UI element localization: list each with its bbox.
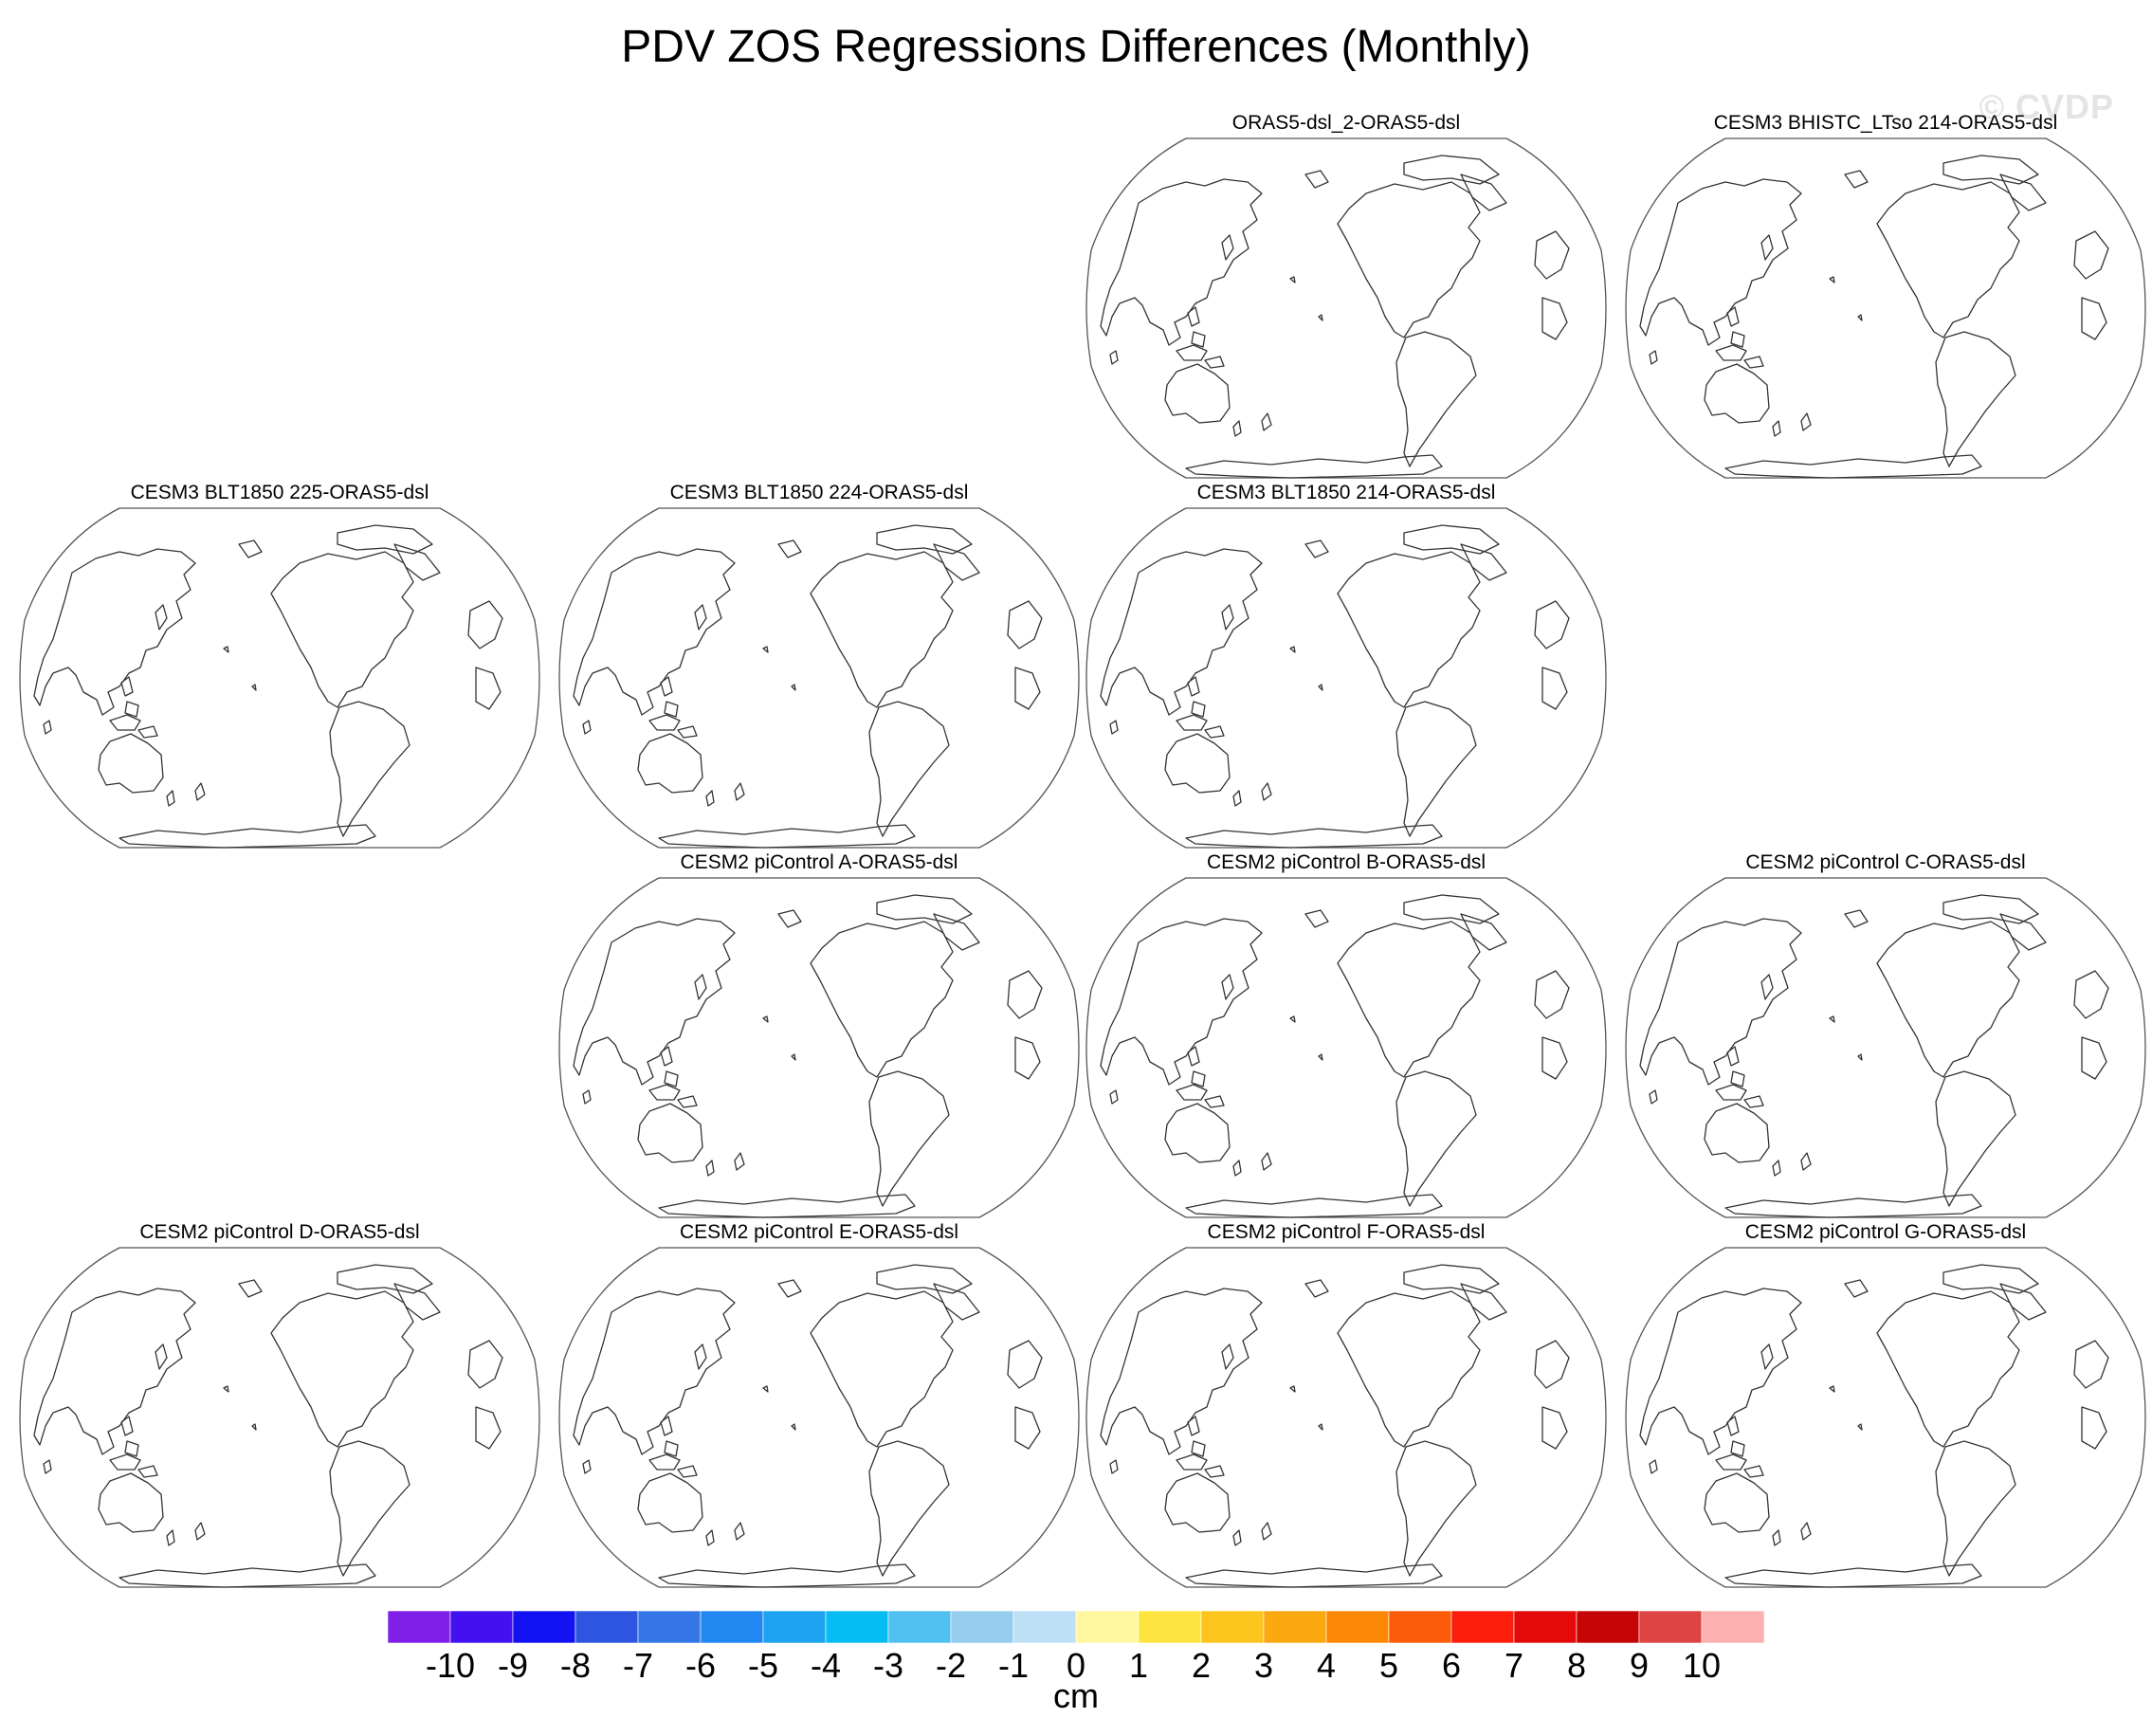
panel-title: CESM3 BLT1850 224-ORAS5-dsl bbox=[669, 482, 969, 503]
robinson-world-map bbox=[558, 1247, 1080, 1588]
colorbar-swatch bbox=[825, 1611, 889, 1643]
map-outline bbox=[1625, 137, 2146, 479]
colorbar-swatch bbox=[1638, 1611, 1703, 1643]
map-outline bbox=[1085, 877, 1607, 1218]
colorbar-tick-label: -1 bbox=[997, 1646, 1030, 1685]
robinson-world-map bbox=[558, 507, 1080, 849]
colorbar-tick-label: -8 bbox=[559, 1646, 592, 1685]
colorbar-tick-label: -5 bbox=[747, 1646, 779, 1685]
map-panel-cesm2-picontrol-f: CESM2 piControl F-ORAS5-dsl bbox=[1080, 1221, 1613, 1591]
map-outline bbox=[1625, 1247, 2146, 1588]
map-panel-cesm3-blt1850-214: CESM3 BLT1850 214-ORAS5-dsl bbox=[1080, 482, 1613, 851]
colorbar-tick-label: -9 bbox=[497, 1646, 529, 1685]
colorbar-tick-label: 0 bbox=[1066, 1646, 1086, 1685]
robinson-world-map bbox=[558, 877, 1080, 1218]
colorbar-swatch bbox=[887, 1611, 952, 1643]
map-outline bbox=[1085, 507, 1607, 849]
panel-title: CESM2 piControl A-ORAS5-dsl bbox=[680, 851, 958, 873]
map-panel-oras5-dsl-2: ORAS5-dsl_2-ORAS5-dsl bbox=[1080, 112, 1613, 482]
map-outline bbox=[19, 1247, 540, 1588]
colorbar-swatch bbox=[1450, 1611, 1515, 1643]
colorbar-units: cm bbox=[1053, 1676, 1099, 1715]
colorbar-tick-label: 8 bbox=[1566, 1646, 1587, 1685]
panel-title: CESM2 piControl F-ORAS5-dsl bbox=[1207, 1221, 1486, 1243]
map-panel-cesm2-picontrol-b: CESM2 piControl B-ORAS5-dsl bbox=[1080, 851, 1613, 1221]
panel-title: CESM3 BLT1850 225-ORAS5-dsl bbox=[130, 482, 429, 503]
colorbar-swatch bbox=[762, 1611, 827, 1643]
map-outline bbox=[558, 507, 1080, 849]
colorbar-tick-label: 4 bbox=[1316, 1646, 1337, 1685]
colorbar-swatch bbox=[1012, 1611, 1077, 1643]
map-outline bbox=[19, 507, 540, 849]
colorbar-swatch bbox=[700, 1611, 764, 1643]
colorbar-swatch bbox=[574, 1611, 639, 1643]
colorbar-tick-label: 10 bbox=[1682, 1646, 1722, 1685]
colorbar-tick-label: 7 bbox=[1504, 1646, 1524, 1685]
map-panel-cesm2-picontrol-g: CESM2 piControl G-ORAS5-dsl bbox=[1619, 1221, 2152, 1591]
panel-title: CESM3 BLT1850 214-ORAS5-dsl bbox=[1196, 482, 1496, 503]
map-outline bbox=[1625, 877, 2146, 1218]
map-panel-cesm3-bhistc-ltso-214: CESM3 BHISTC_LTso 214-ORAS5-dsl bbox=[1619, 112, 2152, 482]
panel-title: CESM2 piControl G-ORAS5-dsl bbox=[1744, 1221, 2027, 1243]
colorbar-swatch bbox=[1325, 1611, 1390, 1643]
robinson-world-map bbox=[19, 1247, 540, 1588]
panel-title: ORAS5-dsl_2-ORAS5-dsl bbox=[1231, 112, 1461, 134]
colorbar bbox=[388, 1611, 1764, 1643]
map-panel-cesm3-blt1850-224: CESM3 BLT1850 224-ORAS5-dsl bbox=[553, 482, 1085, 851]
map-panel-cesm2-picontrol-d: CESM2 piControl D-ORAS5-dsl bbox=[13, 1221, 546, 1591]
colorbar-swatch bbox=[1075, 1611, 1140, 1643]
figure-title: PDV ZOS Regressions Differences (Monthly… bbox=[621, 22, 1531, 72]
colorbar-tick-label: -10 bbox=[425, 1646, 476, 1685]
robinson-world-map bbox=[1085, 1247, 1607, 1588]
map-outline bbox=[1085, 1247, 1607, 1588]
colorbar-tick-label: 5 bbox=[1378, 1646, 1399, 1685]
colorbar-swatch bbox=[449, 1611, 514, 1643]
colorbar-swatch bbox=[1388, 1611, 1452, 1643]
robinson-world-map bbox=[1085, 137, 1607, 479]
colorbar-swatch bbox=[1200, 1611, 1265, 1643]
cvdp-watermark: © CVDP bbox=[1979, 87, 2114, 126]
robinson-world-map bbox=[1085, 507, 1607, 849]
robinson-world-map bbox=[19, 507, 540, 849]
panel-title: CESM2 piControl E-ORAS5-dsl bbox=[679, 1221, 959, 1243]
colorbar-tick-labels: -10 -9 -8 -7 -6 -5 -4 -3 -2 -1 0 1 2 3 4 5 6 7 8 9 10 bbox=[0, 1645, 2152, 1687]
colorbar-tick-label: -2 bbox=[935, 1646, 967, 1685]
colorbar-swatch bbox=[637, 1611, 702, 1643]
panel-title: CESM3 BHISTC_LTso 214-ORAS5-dsl bbox=[1713, 112, 2058, 134]
colorbar-tick-label: -6 bbox=[684, 1646, 717, 1685]
colorbar-swatch bbox=[1138, 1611, 1202, 1643]
colorbar-tick-label: 6 bbox=[1441, 1646, 1462, 1685]
map-panel-cesm2-picontrol-a: CESM2 piControl A-ORAS5-dsl bbox=[553, 851, 1085, 1221]
colorbar-swatch bbox=[388, 1611, 451, 1643]
robinson-world-map bbox=[1625, 877, 2146, 1218]
robinson-world-map bbox=[1085, 877, 1607, 1218]
colorbar-swatch bbox=[1513, 1611, 1578, 1643]
colorbar-swatch bbox=[512, 1611, 576, 1643]
colorbar-swatch bbox=[1263, 1611, 1327, 1643]
map-outline bbox=[558, 1247, 1080, 1588]
colorbar-swatch bbox=[1576, 1611, 1640, 1643]
map-outline bbox=[1085, 137, 1607, 479]
colorbar-swatch bbox=[950, 1611, 1014, 1643]
colorbar-tick-label: 1 bbox=[1128, 1646, 1149, 1685]
colorbar-tick-label: -4 bbox=[810, 1646, 842, 1685]
colorbar-tick-label: 9 bbox=[1629, 1646, 1650, 1685]
colorbar-swatch bbox=[1701, 1611, 1764, 1643]
map-panel-cesm2-picontrol-e: CESM2 piControl E-ORAS5-dsl bbox=[553, 1221, 1085, 1591]
colorbar-tick-label: 2 bbox=[1191, 1646, 1212, 1685]
panel-title: CESM2 piControl B-ORAS5-dsl bbox=[1206, 851, 1486, 873]
robinson-world-map bbox=[1625, 1247, 2146, 1588]
colorbar-tick-label: -7 bbox=[622, 1646, 654, 1685]
colorbar-tick-label: -3 bbox=[872, 1646, 904, 1685]
map-outline bbox=[558, 877, 1080, 1218]
colorbar-tick-label: 3 bbox=[1253, 1646, 1274, 1685]
map-panel-cesm2-picontrol-c: CESM2 piControl C-ORAS5-dsl bbox=[1619, 851, 2152, 1221]
panel-title: CESM2 piControl C-ORAS5-dsl bbox=[1745, 851, 2026, 873]
panel-title: CESM2 piControl D-ORAS5-dsl bbox=[139, 1221, 420, 1243]
robinson-world-map bbox=[1625, 137, 2146, 479]
map-panel-cesm3-blt1850-225: CESM3 BLT1850 225-ORAS5-dsl bbox=[13, 482, 546, 851]
